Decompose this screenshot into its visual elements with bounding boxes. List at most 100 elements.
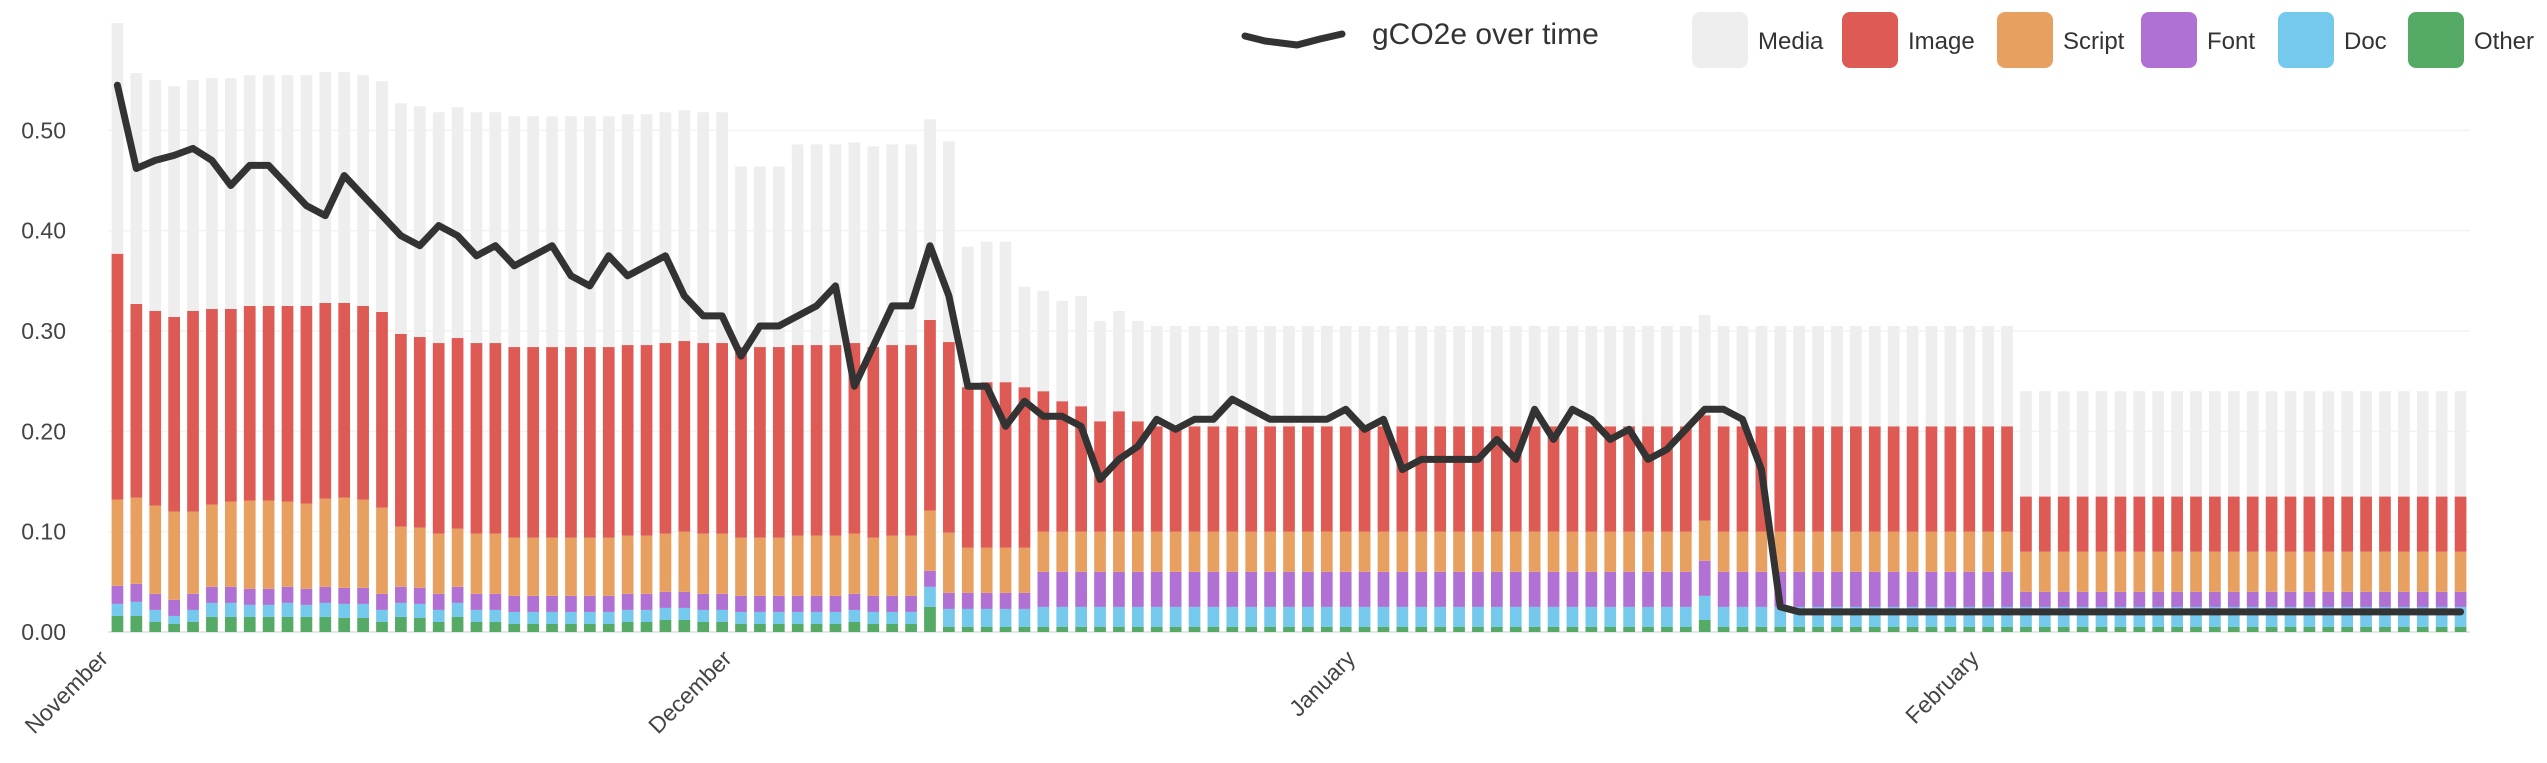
bar-segment-media[interactable]	[791, 144, 804, 346]
bar-segment-other[interactable]	[2095, 626, 2108, 632]
bar-segment-media[interactable]	[1018, 286, 1031, 388]
bar-segment-font[interactable]	[1812, 571, 1824, 607]
bar-segment-image[interactable]	[999, 382, 1012, 548]
bar-segment-image[interactable]	[2322, 496, 2335, 552]
bar-segment-script[interactable]	[1698, 520, 1711, 561]
bar-segment-media[interactable]	[1320, 325, 1333, 427]
bar-segment-image[interactable]	[2133, 496, 2146, 552]
bar-segment-other[interactable]	[943, 626, 955, 632]
bar-segment-image[interactable]	[338, 302, 351, 498]
bar-segment-other[interactable]	[224, 616, 237, 632]
bar-segment-script[interactable]	[565, 537, 577, 596]
bar-segment-script[interactable]	[602, 537, 615, 596]
bar-segment-image[interactable]	[1283, 426, 1295, 532]
bar-segment-script[interactable]	[1264, 531, 1276, 572]
bar-segment-font[interactable]	[2379, 591, 2391, 607]
bar-segment-media[interactable]	[735, 166, 747, 348]
bar-segment-media[interactable]	[1736, 325, 1749, 427]
bar-segment-media[interactable]	[602, 116, 615, 348]
bar-segment-doc[interactable]	[1925, 606, 1938, 627]
bar-segment-other[interactable]	[1339, 626, 1352, 632]
bar-segment-image[interactable]	[2190, 496, 2202, 552]
bar-segment-image[interactable]	[2209, 496, 2221, 552]
bar-segment-image[interactable]	[1150, 426, 1163, 532]
bar-segment-other[interactable]	[508, 623, 521, 632]
bar-segment-font[interactable]	[1131, 571, 1144, 607]
bar-segment-script[interactable]	[1207, 531, 1220, 572]
bar-segment-image[interactable]	[2038, 496, 2051, 552]
bar-segment-other[interactable]	[1056, 626, 1069, 632]
bar-segment-doc[interactable]	[2209, 606, 2221, 627]
legend-item-image[interactable]: Image	[1842, 12, 1975, 68]
bar-segment-image[interactable]	[1377, 426, 1390, 532]
bar-segment-doc[interactable]	[1528, 606, 1541, 627]
bar-segment-image[interactable]	[1585, 426, 1598, 532]
bar-segment-other[interactable]	[886, 623, 899, 632]
bar-segment-other[interactable]	[1245, 626, 1258, 632]
bar-segment-doc[interactable]	[1944, 606, 1957, 627]
bar-segment-media[interactable]	[130, 73, 143, 304]
bar-segment-media[interactable]	[527, 116, 540, 348]
bar-segment-image[interactable]	[1623, 426, 1635, 532]
bar-segment-script[interactable]	[2114, 551, 2127, 592]
bar-segment-doc[interactable]	[810, 611, 823, 624]
bar-segment-image[interactable]	[1434, 426, 1447, 532]
bar-segment-image[interactable]	[2171, 496, 2183, 552]
bar-segment-script[interactable]	[546, 537, 558, 596]
bar-segment-media[interactable]	[2152, 391, 2165, 497]
bar-segment-other[interactable]	[602, 623, 615, 632]
bar-segment-other[interactable]	[243, 616, 256, 632]
bar-segment-media[interactable]	[2114, 391, 2127, 497]
bar-segment-image[interactable]	[848, 343, 861, 534]
bar-segment-font[interactable]	[1113, 571, 1125, 607]
bar-segment-image[interactable]	[1642, 426, 1654, 532]
bar-segment-image[interactable]	[1566, 426, 1579, 532]
bar-segment-other[interactable]	[2209, 626, 2221, 632]
bar-segment-doc[interactable]	[300, 604, 313, 617]
bar-segment-font[interactable]	[1207, 571, 1220, 607]
bar-segment-script[interactable]	[2454, 551, 2467, 592]
bar-segment-media[interactable]	[262, 75, 275, 306]
bar-segment-doc[interactable]	[1207, 606, 1220, 627]
bar-segment-script[interactable]	[111, 499, 124, 586]
bar-segment-font[interactable]	[1887, 571, 1900, 607]
bar-segment-image[interactable]	[1056, 401, 1069, 532]
bar-segment-other[interactable]	[262, 616, 275, 632]
bar-segment-media[interactable]	[1661, 325, 1673, 427]
bar-segment-doc[interactable]	[1661, 606, 1673, 627]
bar-segment-font[interactable]	[1528, 571, 1541, 607]
bar-segment-media[interactable]	[2360, 391, 2372, 497]
bar-segment-other[interactable]	[527, 623, 540, 632]
bar-segment-script[interactable]	[1642, 531, 1654, 572]
bar-segment-image[interactable]	[2265, 496, 2278, 552]
bar-segment-other[interactable]	[716, 621, 728, 632]
bar-segment-font[interactable]	[281, 586, 294, 603]
bar-segment-media[interactable]	[1944, 325, 1957, 427]
bar-segment-doc[interactable]	[772, 611, 785, 624]
bar-segment-other[interactable]	[1906, 626, 1919, 632]
bar-segment-other[interactable]	[2416, 626, 2429, 632]
bar-segment-font[interactable]	[224, 586, 237, 603]
bar-segment-media[interactable]	[754, 166, 766, 348]
bar-segment-doc[interactable]	[2284, 606, 2297, 627]
bar-segment-media[interactable]	[1755, 325, 1768, 427]
bar-segment-font[interactable]	[2171, 591, 2183, 607]
bar-segment-script[interactable]	[1490, 531, 1503, 572]
bar-segment-media[interactable]	[1283, 325, 1295, 427]
bar-segment-image[interactable]	[1509, 426, 1522, 532]
bar-segment-font[interactable]	[2398, 591, 2410, 607]
bar-segment-doc[interactable]	[1150, 606, 1163, 627]
bar-segment-script[interactable]	[168, 511, 180, 600]
bar-segment-script[interactable]	[187, 511, 199, 594]
bar-segment-other[interactable]	[1755, 626, 1768, 632]
bar-segment-script[interactable]	[678, 531, 691, 592]
bar-segment-image[interactable]	[1302, 426, 1314, 532]
bar-segment-other[interactable]	[810, 623, 823, 632]
bar-segment-image[interactable]	[2246, 496, 2259, 552]
bar-segment-media[interactable]	[810, 144, 823, 346]
legend-item-script[interactable]: Script	[1997, 12, 2125, 68]
bar-segment-media[interactable]	[1377, 325, 1390, 427]
bar-segment-other[interactable]	[2454, 626, 2467, 632]
bar-segment-media[interactable]	[640, 114, 653, 346]
bar-segment-other[interactable]	[1717, 626, 1730, 632]
